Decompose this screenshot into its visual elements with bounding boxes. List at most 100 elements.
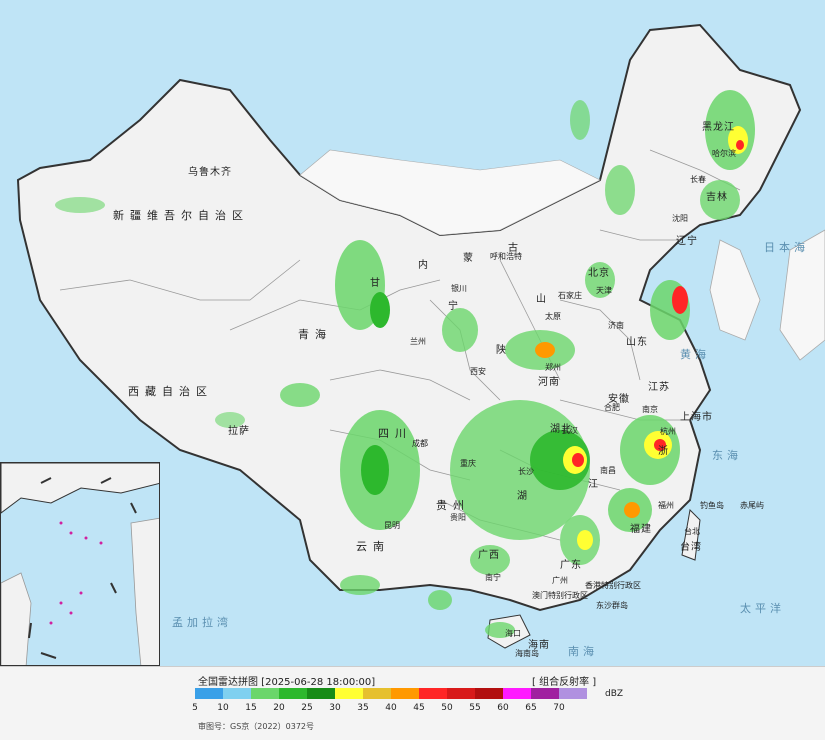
label-fujian: 福建 [630, 524, 652, 535]
label-huanghai: 黄海 [680, 348, 710, 361]
label-chiwei: 赤尾屿 [740, 501, 764, 510]
label-liaoning: 辽宁 [676, 236, 698, 247]
map-title: 全国雷达拼图 [2025-06-28 18:00:00] [198, 677, 376, 688]
label-bengal: 孟加拉湾 [172, 616, 232, 629]
mongolia [299, 149, 601, 236]
label-fuzhou: 福州 [658, 501, 674, 510]
scale-tick: 20 [273, 703, 285, 713]
scale-tick: 60 [497, 703, 509, 713]
label-shenyang: 沈阳 [672, 214, 688, 223]
label-guiyang: 贵阳 [450, 513, 466, 522]
label-hefei: 合肥 [604, 403, 620, 412]
color-swatch [279, 688, 307, 699]
label-shaanxi: 陕 [496, 345, 507, 356]
label-guangxi: 广西 [478, 550, 500, 561]
color-scale-bar [195, 688, 587, 699]
color-swatch [475, 688, 503, 699]
scale-tick: 35 [357, 703, 369, 713]
scale-tick: 25 [301, 703, 313, 713]
color-swatch [251, 688, 279, 699]
label-pacific: 太平洋 [740, 602, 785, 615]
label-hainandao: 海南岛 [515, 649, 539, 658]
color-swatch [419, 688, 447, 699]
label-chongqing: 重庆 [460, 459, 476, 468]
label-meng: 蒙 [463, 253, 474, 264]
label-guangdong: 广东 [560, 560, 582, 571]
review-number: 审图号：GS京（2022）0372号 [198, 722, 314, 731]
color-swatch [363, 688, 391, 699]
label-shanxi: 山 [536, 294, 547, 305]
label-yinchuan: 银川 [451, 284, 467, 293]
unit-label: dBZ [605, 689, 624, 699]
label-qinghai: 青海 [298, 328, 332, 341]
label-jilin: 吉林 [706, 192, 728, 203]
label-jinan: 济南 [608, 321, 624, 330]
label-sichuan: 四川 [378, 427, 412, 440]
label-diaoyu: 钓鱼岛 [700, 501, 724, 510]
label-chengdu: 成都 [412, 439, 428, 448]
inset-canvas [1, 463, 159, 665]
scale-tick: 5 [192, 703, 198, 713]
scale-tick: 30 [329, 703, 341, 713]
label-gu: 古 [508, 243, 519, 254]
label-taiyuan: 太原 [545, 312, 561, 321]
label-hangzhou: 杭州 [660, 427, 676, 436]
scale-tick: 10 [217, 703, 229, 713]
color-swatch [503, 688, 531, 699]
korea-peninsula [709, 239, 761, 341]
color-swatch [447, 688, 475, 699]
scale-tick: 65 [525, 703, 537, 713]
label-gansu: 甘 [370, 278, 381, 289]
color-swatch [559, 688, 587, 699]
south-china-sea-inset [0, 462, 160, 666]
scale-tick: 45 [413, 703, 425, 713]
label-lanzhou: 兰州 [410, 337, 426, 346]
label-kunming: 昆明 [384, 521, 400, 530]
taiwan [681, 508, 701, 561]
label-nanhai: 南海 [568, 645, 598, 658]
label-hunan: 湖 [517, 491, 528, 502]
scale-tick: 40 [385, 703, 397, 713]
label-shijiazhuang: 石家庄 [558, 291, 582, 300]
label-xian: 西安 [470, 367, 486, 376]
label-japan-sea: 日本海 [764, 241, 809, 254]
color-swatch [531, 688, 559, 699]
label-jiangxi: 江 [588, 479, 599, 490]
scale-tick: 15 [245, 703, 257, 713]
label-henan: 河南 [538, 377, 560, 388]
label-heilongjiang: 黑龙江 [702, 122, 735, 133]
label-shanghai: 上海市 [680, 412, 713, 423]
label-yunnan: 云南 [356, 540, 390, 553]
label-wuhan: 武汉 [562, 426, 578, 435]
label-changsha: 长沙 [518, 467, 534, 476]
label-dongsha: 东沙群岛 [596, 601, 628, 610]
label-donghai: 东海 [712, 449, 742, 462]
label-zhengzhou: 郑州 [545, 363, 561, 372]
label-urumqi: 乌鲁木齐 [188, 167, 232, 178]
scale-tick: 55 [469, 703, 481, 713]
label-nanning: 南宁 [485, 573, 501, 582]
color-swatch [307, 688, 335, 699]
product-label: [ 组合反射率 ] [532, 677, 597, 688]
label-beijing: 北京 [588, 268, 610, 279]
label-anhui: 安徽 [608, 394, 630, 405]
label-shandong: 山东 [626, 337, 648, 348]
label-macao: 澳门特别行政区 [532, 591, 588, 600]
label-hohhot: 呼和浩特 [490, 252, 522, 261]
label-haikou: 海口 [505, 629, 521, 638]
label-neimeng: 内 [418, 260, 429, 271]
color-swatch [335, 688, 363, 699]
legend-panel: 全国雷达拼图 [2025-06-28 18:00:00] [ 组合反射率 ] 5… [0, 666, 825, 740]
color-swatch [195, 688, 223, 699]
label-xinjiang: 新疆维吾尔自治区 [113, 209, 249, 222]
label-xizang: 西藏自治区 [128, 385, 213, 398]
label-ningxia: 宁 [448, 301, 459, 312]
label-taibei: 台北 [684, 527, 700, 536]
radar-echoes [55, 90, 755, 638]
label-lhasa: 拉萨 [228, 426, 250, 437]
radar-map: 乌鲁木齐 新疆维吾尔自治区 西藏自治区 拉萨 青海 甘 内 蒙 古 呼和浩特 银… [0, 0, 825, 666]
map-canvas [16, 23, 825, 649]
label-hainan: 海南 [528, 640, 550, 651]
label-nanchang: 南昌 [600, 466, 616, 475]
japan [779, 229, 825, 361]
